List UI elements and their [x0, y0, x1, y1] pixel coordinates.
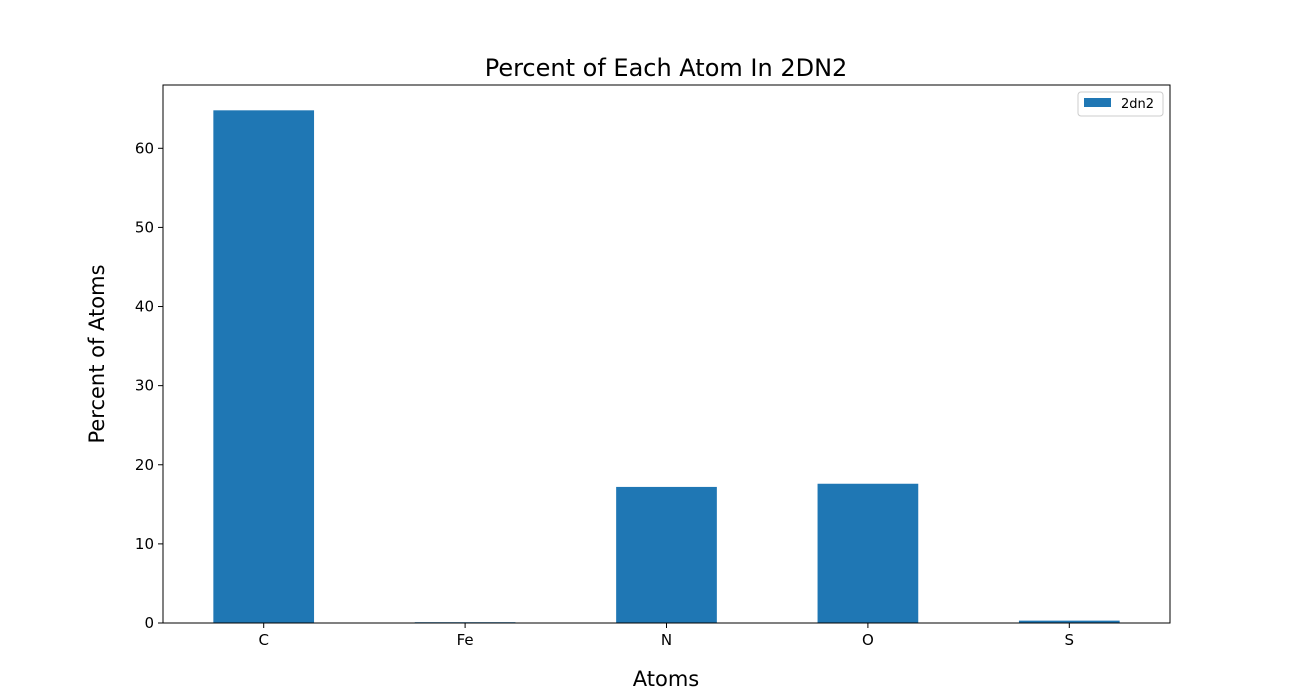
x-tick-label: O [862, 631, 874, 649]
y-tick-label: 50 [135, 218, 154, 236]
y-axis-label: Percent of Atoms [85, 264, 109, 443]
bars-layer [213, 110, 1120, 624]
bar-s [1018, 620, 1120, 623]
x-tick-label: C [258, 631, 268, 649]
legend-label: 2dn2 [1121, 97, 1154, 112]
plot-area: 0 10 20 30 40 50 60 C Fe N O S [135, 84, 1171, 649]
y-tick-label: 10 [135, 535, 154, 553]
x-tick-label: Fe [457, 631, 474, 649]
bar-o [817, 483, 919, 623]
x-axis-label: Atoms [633, 667, 699, 691]
x-tick-label: S [1065, 631, 1075, 649]
y-tick-label: 30 [135, 377, 154, 395]
bar-n [616, 486, 717, 623]
y-tick-label: 40 [135, 298, 154, 316]
y-tick-label: 60 [135, 139, 154, 157]
bar-c [213, 110, 315, 623]
x-axis: C Fe N O S [258, 623, 1074, 649]
y-tick-label: 20 [135, 456, 154, 474]
y-tick-label: 0 [144, 614, 154, 632]
chart-title: Percent of Each Atom In 2DN2 [485, 54, 848, 82]
legend-swatch [1084, 98, 1111, 107]
x-tick-label: N [661, 631, 672, 649]
legend: 2dn2 [1077, 91, 1164, 117]
y-axis: 0 10 20 30 40 50 60 [135, 139, 163, 632]
chart-title-text: Percent of Each Atom In 2DN2 [485, 54, 848, 82]
